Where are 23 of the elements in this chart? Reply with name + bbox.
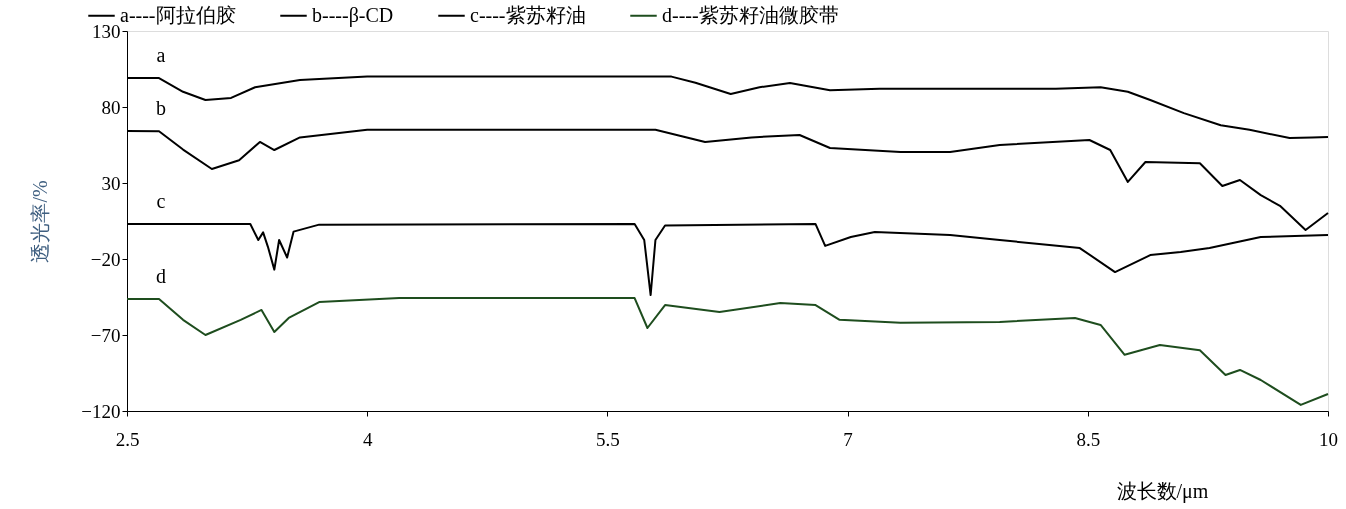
legend-label: b----β-CD <box>312 3 394 27</box>
y-tick-label: −120 <box>81 400 121 422</box>
annotation: a <box>156 44 166 67</box>
y-tick-label: 30 <box>101 172 121 194</box>
y-tick-label: 130 <box>92 20 121 42</box>
line-series <box>126 297 1329 406</box>
x-tick-label: 10 <box>1319 428 1338 450</box>
y-axis-title: 透光率/% <box>29 180 52 263</box>
x-axis-title: 波长数/μm <box>1116 479 1209 503</box>
legend-label: a----阿拉伯胶 <box>120 3 236 26</box>
annotation: d <box>156 264 166 287</box>
x-tick-label: 7 <box>843 428 853 450</box>
annotation: b <box>156 97 166 120</box>
x-tick-label: 5.5 <box>596 428 620 450</box>
x-tick-label: 4 <box>362 428 373 450</box>
y-tick-label: −70 <box>90 324 121 346</box>
x-tick-label: 8.5 <box>1076 428 1101 450</box>
annotation: c <box>156 190 166 213</box>
y-tick-label: −20 <box>90 248 121 270</box>
x-tick-label: 2.5 <box>115 428 140 450</box>
y-tick-label: 80 <box>101 96 121 118</box>
legend-label: d----紫苏籽油微胶带 <box>662 3 839 26</box>
legend-label: c----紫苏籽油 <box>470 3 586 26</box>
